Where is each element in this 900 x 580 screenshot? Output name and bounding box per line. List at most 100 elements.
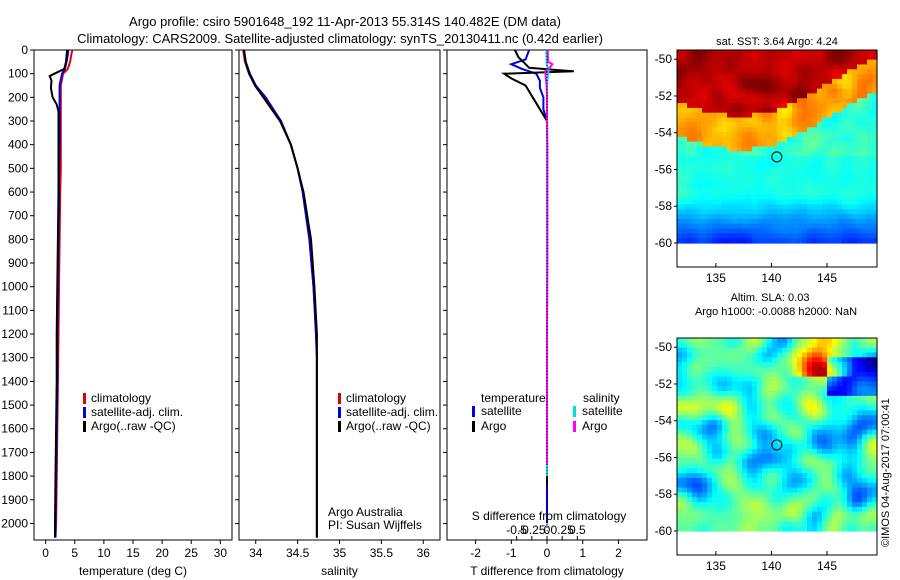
sla_map-cell — [847, 357, 853, 363]
sla_map-cell — [852, 448, 858, 455]
sla_map-cell — [792, 371, 798, 378]
sst_map-cell — [782, 54, 788, 61]
sla_map-cell — [832, 516, 838, 522]
sst_map-cell — [767, 93, 773, 99]
sst_map-cell — [812, 69, 818, 75]
sst_map-cell — [812, 78, 818, 85]
sst_map-cell — [807, 59, 813, 66]
sla_map-cell — [862, 381, 868, 387]
salinity-legend-swatch — [338, 407, 341, 418]
sla_map-cell — [682, 506, 688, 513]
sst_map-cell — [677, 83, 683, 90]
sst_map-cell — [782, 117, 788, 123]
sst_map-cell — [772, 151, 778, 157]
sst_map-cell — [692, 204, 698, 210]
sst_map-cell — [717, 78, 723, 85]
sla_map-cell — [777, 502, 783, 508]
sst_map-cell — [687, 59, 693, 66]
sla_map-cell — [872, 468, 878, 474]
sla_map-cell — [797, 362, 803, 368]
sst_map-cell — [697, 170, 703, 177]
sst_map-cell — [697, 194, 703, 201]
sst_map-cell — [762, 199, 768, 205]
sla_map-cell — [827, 357, 833, 363]
sla_map-cell — [677, 362, 683, 368]
sst_map-cell — [687, 175, 693, 181]
sla_map-cell — [837, 366, 843, 373]
sst_map-cell — [707, 59, 713, 66]
sla_map-cell — [747, 492, 753, 498]
sst_map-cell — [692, 78, 698, 85]
sst_map-cell — [707, 156, 713, 162]
sst_map-cell — [772, 98, 778, 104]
sst_map-cell — [692, 185, 698, 191]
sst_map-cell — [757, 223, 763, 230]
sla_map-cell — [842, 405, 848, 411]
sla_map-cell — [677, 400, 683, 407]
sla_map-cell — [867, 357, 873, 363]
sla_map-cell — [812, 506, 818, 513]
sst_map-cell — [802, 199, 808, 205]
sla_map-cell — [847, 347, 853, 354]
sla_map-cell — [742, 415, 748, 421]
temperature-ytick-label: 1300 — [1, 351, 28, 365]
sla_map-cell — [697, 463, 703, 469]
sst_map-cell — [792, 59, 798, 66]
sst_map-cell — [712, 146, 718, 152]
sst_map-cell — [867, 194, 873, 201]
sst_map-cell — [797, 233, 803, 239]
sla_map-cell — [727, 526, 733, 532]
sla_map-cell — [832, 386, 838, 392]
sst_map-cell — [822, 170, 828, 177]
sla_map-cell — [842, 487, 848, 493]
sst_map-cell — [742, 122, 748, 128]
sst_map-cell — [792, 199, 798, 205]
sst_map-cell — [787, 88, 793, 95]
sst_map-cell — [822, 122, 828, 128]
sst_map-cell — [782, 107, 788, 114]
sst_map-cell — [692, 180, 698, 186]
sla_map-cell — [787, 511, 793, 518]
sst_map-cell — [762, 156, 768, 162]
sst_map-cell — [727, 136, 733, 143]
sst_map-cell — [807, 112, 813, 119]
sla_map-cell — [727, 338, 733, 344]
sla_map-cell — [792, 410, 798, 416]
sla_map-cell — [767, 526, 773, 532]
sla_map-cell — [867, 516, 873, 522]
sla_map-cell — [812, 468, 818, 474]
sst_map-cell — [747, 54, 753, 61]
sst_map-cell — [742, 170, 748, 177]
sst_map-cell — [732, 170, 738, 177]
sst_map-cell — [822, 112, 828, 119]
sst_map-cell — [867, 117, 873, 123]
sla_map-cell — [807, 444, 813, 450]
sla_map-cell — [727, 366, 733, 373]
sla_map-cell — [757, 371, 763, 378]
sla_map-cell — [842, 338, 848, 344]
sla_map-cell — [762, 477, 768, 484]
sla_map-cell — [712, 405, 718, 411]
sla_map-cell — [747, 391, 753, 397]
sst_map-cell — [702, 194, 708, 201]
sst_map-cell — [837, 88, 843, 95]
sst_map-cell — [742, 69, 748, 75]
sla_map-cell — [732, 434, 738, 440]
sst_map-cell — [757, 50, 763, 56]
sla_map-cell — [707, 415, 713, 421]
sst_map-cell — [677, 180, 683, 186]
sla_map-cell — [777, 400, 783, 407]
sst_map-cell — [772, 218, 778, 225]
sla_map-cell — [852, 468, 858, 474]
sla_map-cell — [707, 362, 713, 368]
sla_map-cell — [707, 439, 713, 445]
sla_map-cell — [747, 366, 753, 373]
sla_map-cell — [782, 357, 788, 363]
sla_map-cell — [697, 468, 703, 474]
sst_map-cell — [832, 136, 838, 143]
sla_map-cell — [837, 463, 843, 469]
sst_map-cell — [867, 122, 873, 128]
sst_map-cell — [747, 209, 753, 215]
sst_map-cell — [677, 175, 683, 181]
